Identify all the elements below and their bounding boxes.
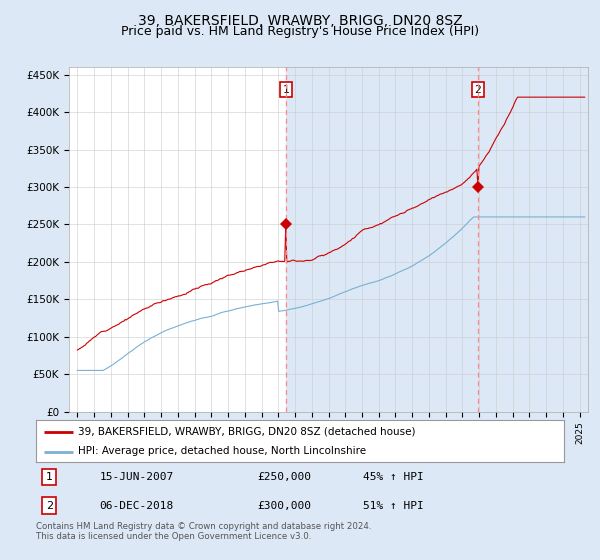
Text: Price paid vs. HM Land Registry's House Price Index (HPI): Price paid vs. HM Land Registry's House … (121, 25, 479, 38)
Text: 51% ↑ HPI: 51% ↑ HPI (364, 501, 424, 511)
Text: 2: 2 (475, 85, 481, 95)
Text: 2: 2 (46, 501, 53, 511)
Text: 39, BAKERSFIELD, WRAWBY, BRIGG, DN20 8SZ: 39, BAKERSFIELD, WRAWBY, BRIGG, DN20 8SZ (137, 14, 463, 28)
Text: 39, BAKERSFIELD, WRAWBY, BRIGG, DN20 8SZ (detached house): 39, BAKERSFIELD, WRAWBY, BRIGG, DN20 8SZ… (78, 427, 416, 437)
Text: £300,000: £300,000 (258, 501, 312, 511)
Text: 1: 1 (283, 85, 289, 95)
Text: 15-JUN-2007: 15-JUN-2007 (100, 472, 173, 482)
Text: Contains HM Land Registry data © Crown copyright and database right 2024.
This d: Contains HM Land Registry data © Crown c… (36, 522, 371, 542)
Text: 1: 1 (46, 472, 53, 482)
Bar (286, 67, 588, 412)
Text: HPI: Average price, detached house, North Lincolnshire: HPI: Average price, detached house, Nort… (78, 446, 367, 456)
Text: £250,000: £250,000 (258, 472, 312, 482)
Text: 06-DEC-2018: 06-DEC-2018 (100, 501, 173, 511)
Text: 45% ↑ HPI: 45% ↑ HPI (364, 472, 424, 482)
